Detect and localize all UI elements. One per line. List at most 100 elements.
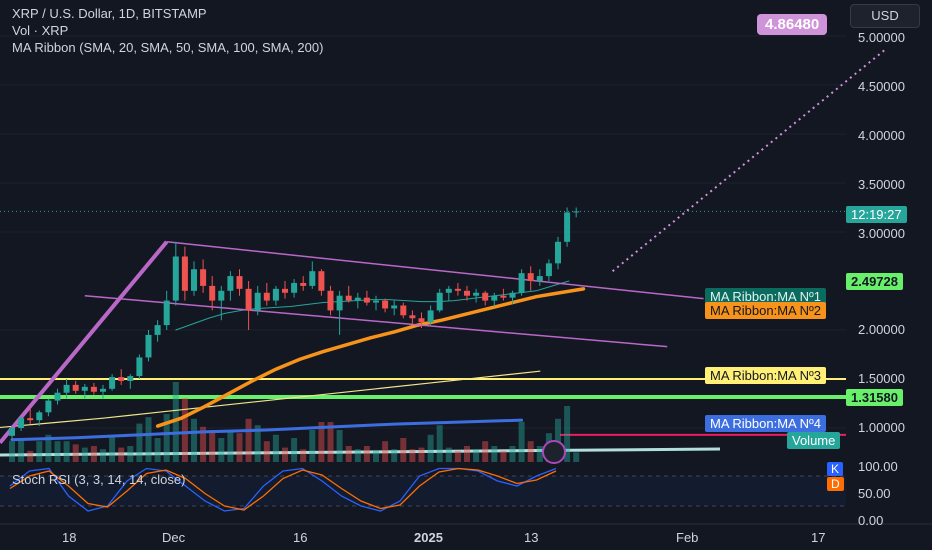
volume-bar [218, 438, 225, 462]
volume-bar [509, 446, 516, 462]
volume-bar [336, 430, 343, 462]
stoch-rsi-legend[interactable]: Stoch RSI (3, 3, 14, 14, close) [12, 472, 186, 487]
ma-ribbon-legend[interactable]: MA Ribbon (SMA, 20, SMA, 50, SMA, 100, S… [12, 40, 324, 55]
volume-bar [118, 447, 125, 462]
candle-body [109, 377, 116, 389]
volume-bar [109, 434, 116, 462]
volume-bar [181, 398, 188, 462]
volume-bar [100, 449, 106, 462]
volume-bar [345, 446, 352, 462]
volume-bar [27, 450, 34, 462]
volume-bar [454, 450, 461, 462]
candle-body [309, 271, 316, 286]
candle-body [536, 276, 543, 281]
volume-bar [427, 434, 434, 462]
volume-bar [564, 406, 571, 462]
candle-body [81, 386, 88, 391]
price-tick: 1.00000 [858, 420, 905, 435]
candle-body [236, 276, 243, 289]
time-label: 16 [293, 530, 308, 545]
candle-body [27, 418, 34, 421]
price-tick: 1.50000 [858, 371, 905, 386]
candle-body [263, 292, 270, 301]
candle-body [418, 318, 425, 323]
candle-body [509, 292, 516, 298]
volume-bar [154, 438, 161, 462]
candle-body [100, 388, 106, 392]
candle-body [518, 273, 525, 293]
candle-body [191, 269, 197, 291]
volume-bar [318, 422, 325, 462]
time-label: 13 [524, 530, 539, 545]
ma3-line [0, 370, 541, 429]
volume-bar [127, 446, 134, 462]
volume-bar [9, 441, 15, 462]
candle-body [145, 334, 152, 358]
volume-bar [163, 414, 170, 462]
volume-bar [63, 441, 70, 462]
candle-body [90, 386, 97, 392]
candle-body [564, 212, 571, 242]
candle-body [436, 292, 443, 311]
stoch-tick: 100.00 [858, 459, 898, 474]
candle-body [382, 300, 389, 309]
channel-upper-line [166, 241, 704, 300]
volume-bar [573, 452, 580, 462]
candle-body [118, 377, 125, 381]
volume-bar [291, 438, 298, 462]
volume-bar [245, 418, 252, 462]
symbol-legend[interactable]: XRP / U.S. Dollar, 1D, BITSTAMP [12, 6, 207, 21]
price-axis[interactable]: 5.00000 4.50000 4.00000 3.50000 3.00000 … [846, 0, 932, 550]
candle-body [336, 295, 343, 311]
price-tick: 2.00000 [858, 322, 905, 337]
target-price-badge: 4.86480 [757, 14, 828, 35]
volume-bar [136, 423, 143, 462]
volume-bar [363, 446, 370, 462]
volume-ma-line [0, 447, 721, 457]
volume-bar [445, 447, 452, 462]
volume-bar [518, 422, 525, 462]
countdown-badge: 12:19:27 [846, 206, 907, 223]
volume-bar [81, 447, 88, 462]
volume-bar [272, 434, 279, 462]
stoch-k-badge: K [827, 462, 844, 476]
candle-body [72, 384, 79, 391]
ma3-label: MA Ribbon:MA Nº3 [705, 367, 826, 384]
volume-bar [464, 446, 470, 462]
volume-bar [90, 446, 97, 462]
candle-body [482, 292, 489, 301]
time-label: 2025 [414, 530, 443, 545]
candle-body [282, 288, 288, 293]
stoch-tick: 0.00 [858, 513, 884, 528]
candle-body [36, 412, 43, 421]
candle-body [373, 300, 379, 303]
price-tick: 4.50000 [858, 79, 905, 94]
volume-bar [36, 441, 43, 462]
volume-bar [72, 444, 79, 462]
candle-body [291, 282, 298, 293]
candle-body [363, 297, 370, 303]
ma4-label: MA Ribbon:MA Nº4 [705, 415, 826, 432]
flag-pole-line [0, 240, 169, 444]
candle-body [254, 292, 261, 311]
volume-bar [309, 430, 316, 462]
candle-body [391, 305, 398, 309]
volume-legend[interactable]: Vol · XRP [12, 23, 69, 38]
ma1-label: MA Ribbon:MA Nº1 [705, 288, 826, 305]
candle-body [200, 269, 207, 286]
projection-line [611, 48, 887, 272]
volume-bar [200, 426, 207, 462]
candle-body [218, 290, 225, 301]
candle-body [573, 211, 580, 213]
candle-body [327, 290, 334, 311]
volume-bar [527, 441, 534, 462]
candle-body [63, 384, 70, 393]
candle-body [545, 263, 552, 277]
candle-body [318, 271, 325, 291]
volume-bar [473, 449, 480, 462]
volume-bar [236, 433, 243, 462]
currency-button[interactable]: USD [850, 4, 920, 28]
candle-body [9, 428, 15, 436]
volume-bar [409, 449, 416, 462]
